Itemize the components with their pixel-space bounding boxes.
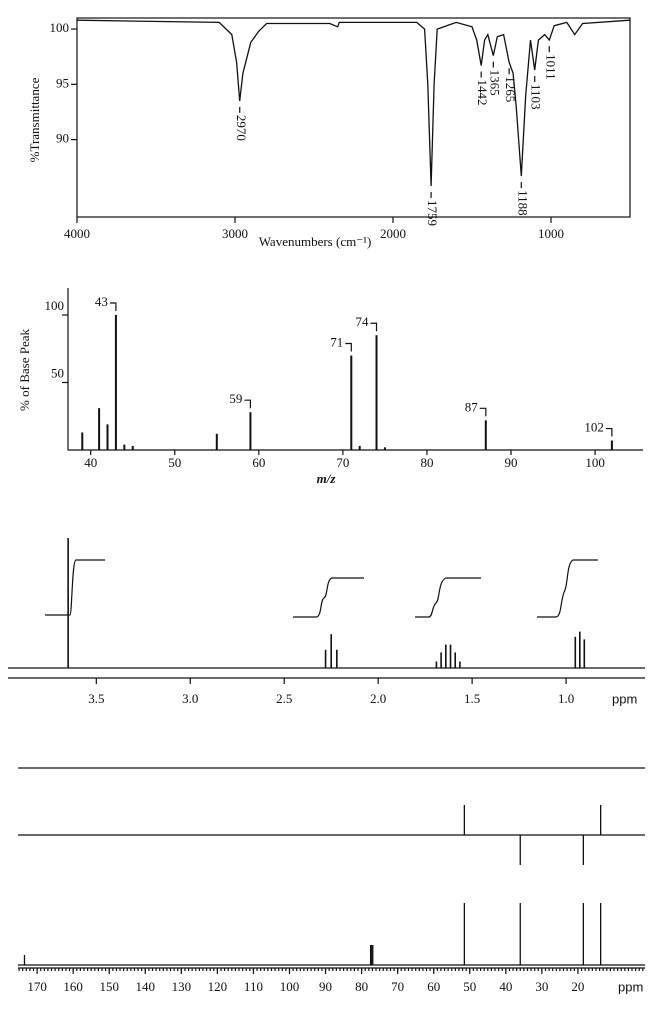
peak-bar: [484, 420, 487, 450]
x-tick-label: 130: [172, 979, 192, 994]
peak-label: 1265: [503, 76, 518, 102]
integral: [415, 577, 481, 618]
x-tick-label: 40: [84, 455, 97, 470]
peak-label: 71: [330, 334, 343, 349]
peak-bar: [249, 412, 252, 450]
x-axis-label: ppm: [612, 691, 637, 706]
x-tick-label: 50: [168, 455, 181, 470]
y-axis-label: %Transmittance: [27, 77, 42, 162]
integral-curves: [45, 559, 598, 618]
peak-label: 1759: [425, 200, 440, 226]
x-tick-label: 60: [427, 979, 440, 994]
peak-label-bracket: [479, 407, 487, 417]
peak-label-bracket: [109, 302, 117, 311]
x-tick-label: 140: [136, 979, 156, 994]
x-tick-label: 110: [244, 979, 263, 994]
peak-bar: [358, 445, 361, 450]
peak-label: 1365: [487, 70, 502, 96]
integral: [45, 559, 105, 616]
peak-label: 87: [465, 399, 479, 414]
y-tick-label: 100: [45, 298, 65, 313]
x-tick-label: 60: [252, 455, 265, 470]
peak-label: 2970: [234, 115, 249, 141]
x-tick-label: 120: [208, 979, 228, 994]
x-tick-label: 90: [505, 455, 518, 470]
x-axis-label: m/z: [317, 471, 337, 486]
x-tick-label: 20: [571, 979, 584, 994]
peak-bar: [114, 315, 117, 450]
x-tick-label: 30: [535, 979, 548, 994]
x-tick-label: 3.0: [182, 691, 198, 706]
axes: [67, 288, 643, 451]
peak-bar: [350, 355, 353, 450]
peak-label-bracket: [370, 322, 378, 332]
x-tick-label: 80: [355, 979, 368, 994]
x-tick-label: 100: [280, 979, 300, 994]
x-tick-label: 2.0: [370, 691, 386, 706]
spectrum-line: [76, 19, 631, 187]
x-tick-label: 1000: [538, 226, 564, 241]
x-tick-label: 90: [319, 979, 332, 994]
peak-bar: [131, 445, 134, 450]
x-tick-label: 3.5: [88, 691, 104, 706]
x-tick-label: 160: [63, 979, 83, 994]
peak-label: 102: [584, 420, 604, 435]
peak-label: 1011: [543, 54, 558, 80]
x-tick-label: 1.0: [558, 691, 574, 706]
y-tick-label: 90: [56, 131, 69, 146]
x-tick-label: 70: [391, 979, 404, 994]
x-tick-label: 170: [27, 979, 47, 994]
integral: [293, 577, 364, 618]
peak-label: 74: [356, 314, 370, 329]
peak-bar: [375, 335, 378, 450]
x-tick-label: 50: [463, 979, 476, 994]
y-tick-label: 95: [56, 75, 69, 90]
peak-label-bracket: [345, 342, 352, 352]
peak-label: 59: [229, 391, 242, 406]
x-tick-label: 70: [336, 455, 349, 470]
peak-label: 1442: [475, 80, 490, 106]
peak-label: 1188: [515, 190, 530, 216]
peak-bar: [81, 432, 84, 450]
x-tick-label: 3000: [222, 226, 248, 241]
x-tick-label: 2000: [380, 226, 406, 241]
x-tick-label: 40: [499, 979, 512, 994]
peak-bar: [383, 447, 386, 450]
x-axis-label: ppm: [618, 979, 643, 994]
peak-label: 1103: [529, 84, 544, 110]
y-tick-label: 50: [51, 365, 64, 380]
x-tick-label: 1.5: [464, 691, 480, 706]
peak-bar: [98, 408, 101, 450]
peak-bar: [610, 440, 613, 450]
peak-bar: [215, 433, 218, 450]
peak-label-bracket: [244, 399, 252, 409]
peak-bar: [123, 444, 126, 450]
integral: [537, 559, 598, 618]
x-tick-label: 2.5: [276, 691, 292, 706]
y-tick-label: 100: [50, 20, 70, 35]
x-tick-label: 4000: [64, 226, 90, 241]
x-tick-label: 100: [585, 455, 605, 470]
x-tick-label: 150: [99, 979, 119, 994]
peak-label: 43: [95, 294, 108, 309]
y-axis-label: % of Base Peak: [17, 329, 32, 411]
x-tick-label: 80: [420, 455, 433, 470]
x-axis-label: Wavenumbers (cm⁻¹): [259, 234, 372, 249]
peak-bar: [106, 424, 109, 450]
plot-frame: [76, 17, 631, 218]
peak-label-bracket: [605, 427, 613, 437]
